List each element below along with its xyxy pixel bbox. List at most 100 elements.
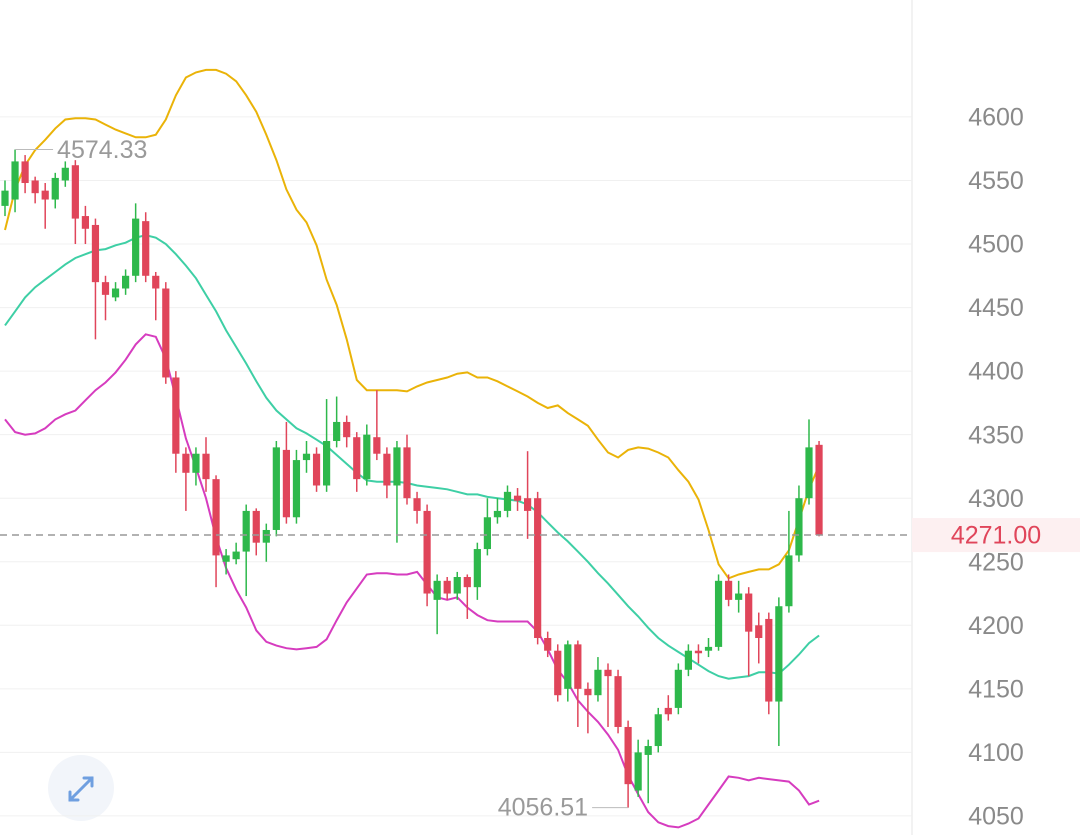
candle-body <box>694 650 703 654</box>
candle-body <box>644 746 652 755</box>
candle-body <box>142 221 150 276</box>
candle-body <box>785 555 793 607</box>
candle-body <box>483 517 491 550</box>
expand-icon[interactable] <box>68 776 94 802</box>
y-tick-label: 4350 <box>968 421 1024 449</box>
candle-body <box>282 449 290 518</box>
band-line <box>4 68 821 580</box>
candle-body <box>624 726 632 785</box>
candle-body <box>1 190 9 206</box>
candle-body <box>654 714 662 747</box>
candle-body <box>745 593 753 632</box>
y-tick-label: 4150 <box>968 675 1024 703</box>
candle-body <box>453 577 461 594</box>
candle-body <box>775 606 783 702</box>
candle-body <box>805 447 813 499</box>
candle-body <box>413 498 421 511</box>
candle-body <box>262 529 270 543</box>
candle-body <box>202 453 210 480</box>
candle-body <box>735 593 743 600</box>
candle-body <box>674 669 682 708</box>
expand-button[interactable] <box>48 755 114 821</box>
candle-body <box>544 638 552 651</box>
candle-body <box>292 460 301 518</box>
candle-body <box>343 421 351 438</box>
candle-body <box>182 453 190 473</box>
candle-body <box>122 275 130 289</box>
candle-body <box>634 752 642 791</box>
candle-body <box>222 555 230 562</box>
candle-body <box>162 288 170 378</box>
candle-body <box>51 177 59 200</box>
y-tick-label: 4300 <box>968 485 1024 513</box>
candle-body <box>152 275 160 289</box>
y-tick-label: 4200 <box>968 612 1024 640</box>
candle-body <box>704 646 713 651</box>
candle-body <box>604 669 612 677</box>
candle-body <box>302 453 311 461</box>
candle-body <box>323 441 331 486</box>
y-tick-label: 4100 <box>968 739 1024 767</box>
candle-body <box>101 282 110 295</box>
y-tick-label: 4250 <box>968 548 1024 576</box>
candle-body <box>684 650 692 670</box>
min-marker-label: 4056.51 <box>498 793 588 821</box>
candle-body <box>795 498 803 556</box>
candle-body <box>41 190 49 200</box>
candle-body <box>755 625 763 639</box>
candle-body <box>594 669 602 696</box>
candle-body <box>272 447 280 530</box>
candle-body <box>111 288 120 298</box>
candle-body <box>21 161 29 184</box>
candle-body <box>212 479 220 556</box>
candle-body <box>393 447 401 486</box>
candle-body <box>31 180 39 194</box>
candle-body <box>503 491 512 511</box>
last-price-label: 4271.00 <box>951 522 1041 550</box>
y-tick-label: 4600 <box>968 104 1024 132</box>
candle-body <box>443 580 451 594</box>
candle-body <box>91 224 100 283</box>
candle-body <box>373 437 381 454</box>
max-marker-label: 4574.33 <box>57 136 147 164</box>
candle-body <box>172 377 180 454</box>
candle-body <box>333 421 341 442</box>
candle-body <box>403 447 411 499</box>
candle-body <box>232 551 240 560</box>
band-line <box>4 234 820 680</box>
candle-body <box>765 618 773 702</box>
y-tick-label: 4400 <box>968 358 1024 386</box>
candle-body <box>423 510 431 594</box>
candle-body <box>242 510 250 552</box>
candle-body <box>493 510 502 518</box>
candle-body <box>463 577 471 588</box>
candle-body <box>11 161 19 200</box>
candle-body <box>363 434 371 480</box>
candle-body <box>383 453 391 486</box>
candle-body <box>192 453 200 473</box>
candle-body <box>554 650 562 696</box>
candle-body <box>252 510 260 543</box>
candle-body <box>513 495 522 501</box>
candle-body <box>353 437 361 480</box>
candle-body <box>71 165 79 219</box>
y-tick-label: 4050 <box>968 803 1024 831</box>
candle-body <box>564 644 572 689</box>
candle-body <box>725 580 733 600</box>
y-tick-label: 4550 <box>968 167 1024 195</box>
candle-body <box>433 580 441 600</box>
y-tick-label: 4450 <box>968 294 1024 322</box>
candle-body <box>312 453 321 486</box>
last-price-bg <box>912 518 1080 553</box>
candle-body <box>815 444 823 536</box>
candle-body <box>524 498 532 511</box>
candle-body <box>714 580 723 647</box>
band-line <box>4 333 820 829</box>
candle-body <box>473 549 481 588</box>
candle-body <box>534 498 542 639</box>
candle-body <box>61 167 69 181</box>
candle-body <box>81 216 89 229</box>
y-tick-label: 4500 <box>968 231 1024 259</box>
candle-body <box>574 644 582 689</box>
